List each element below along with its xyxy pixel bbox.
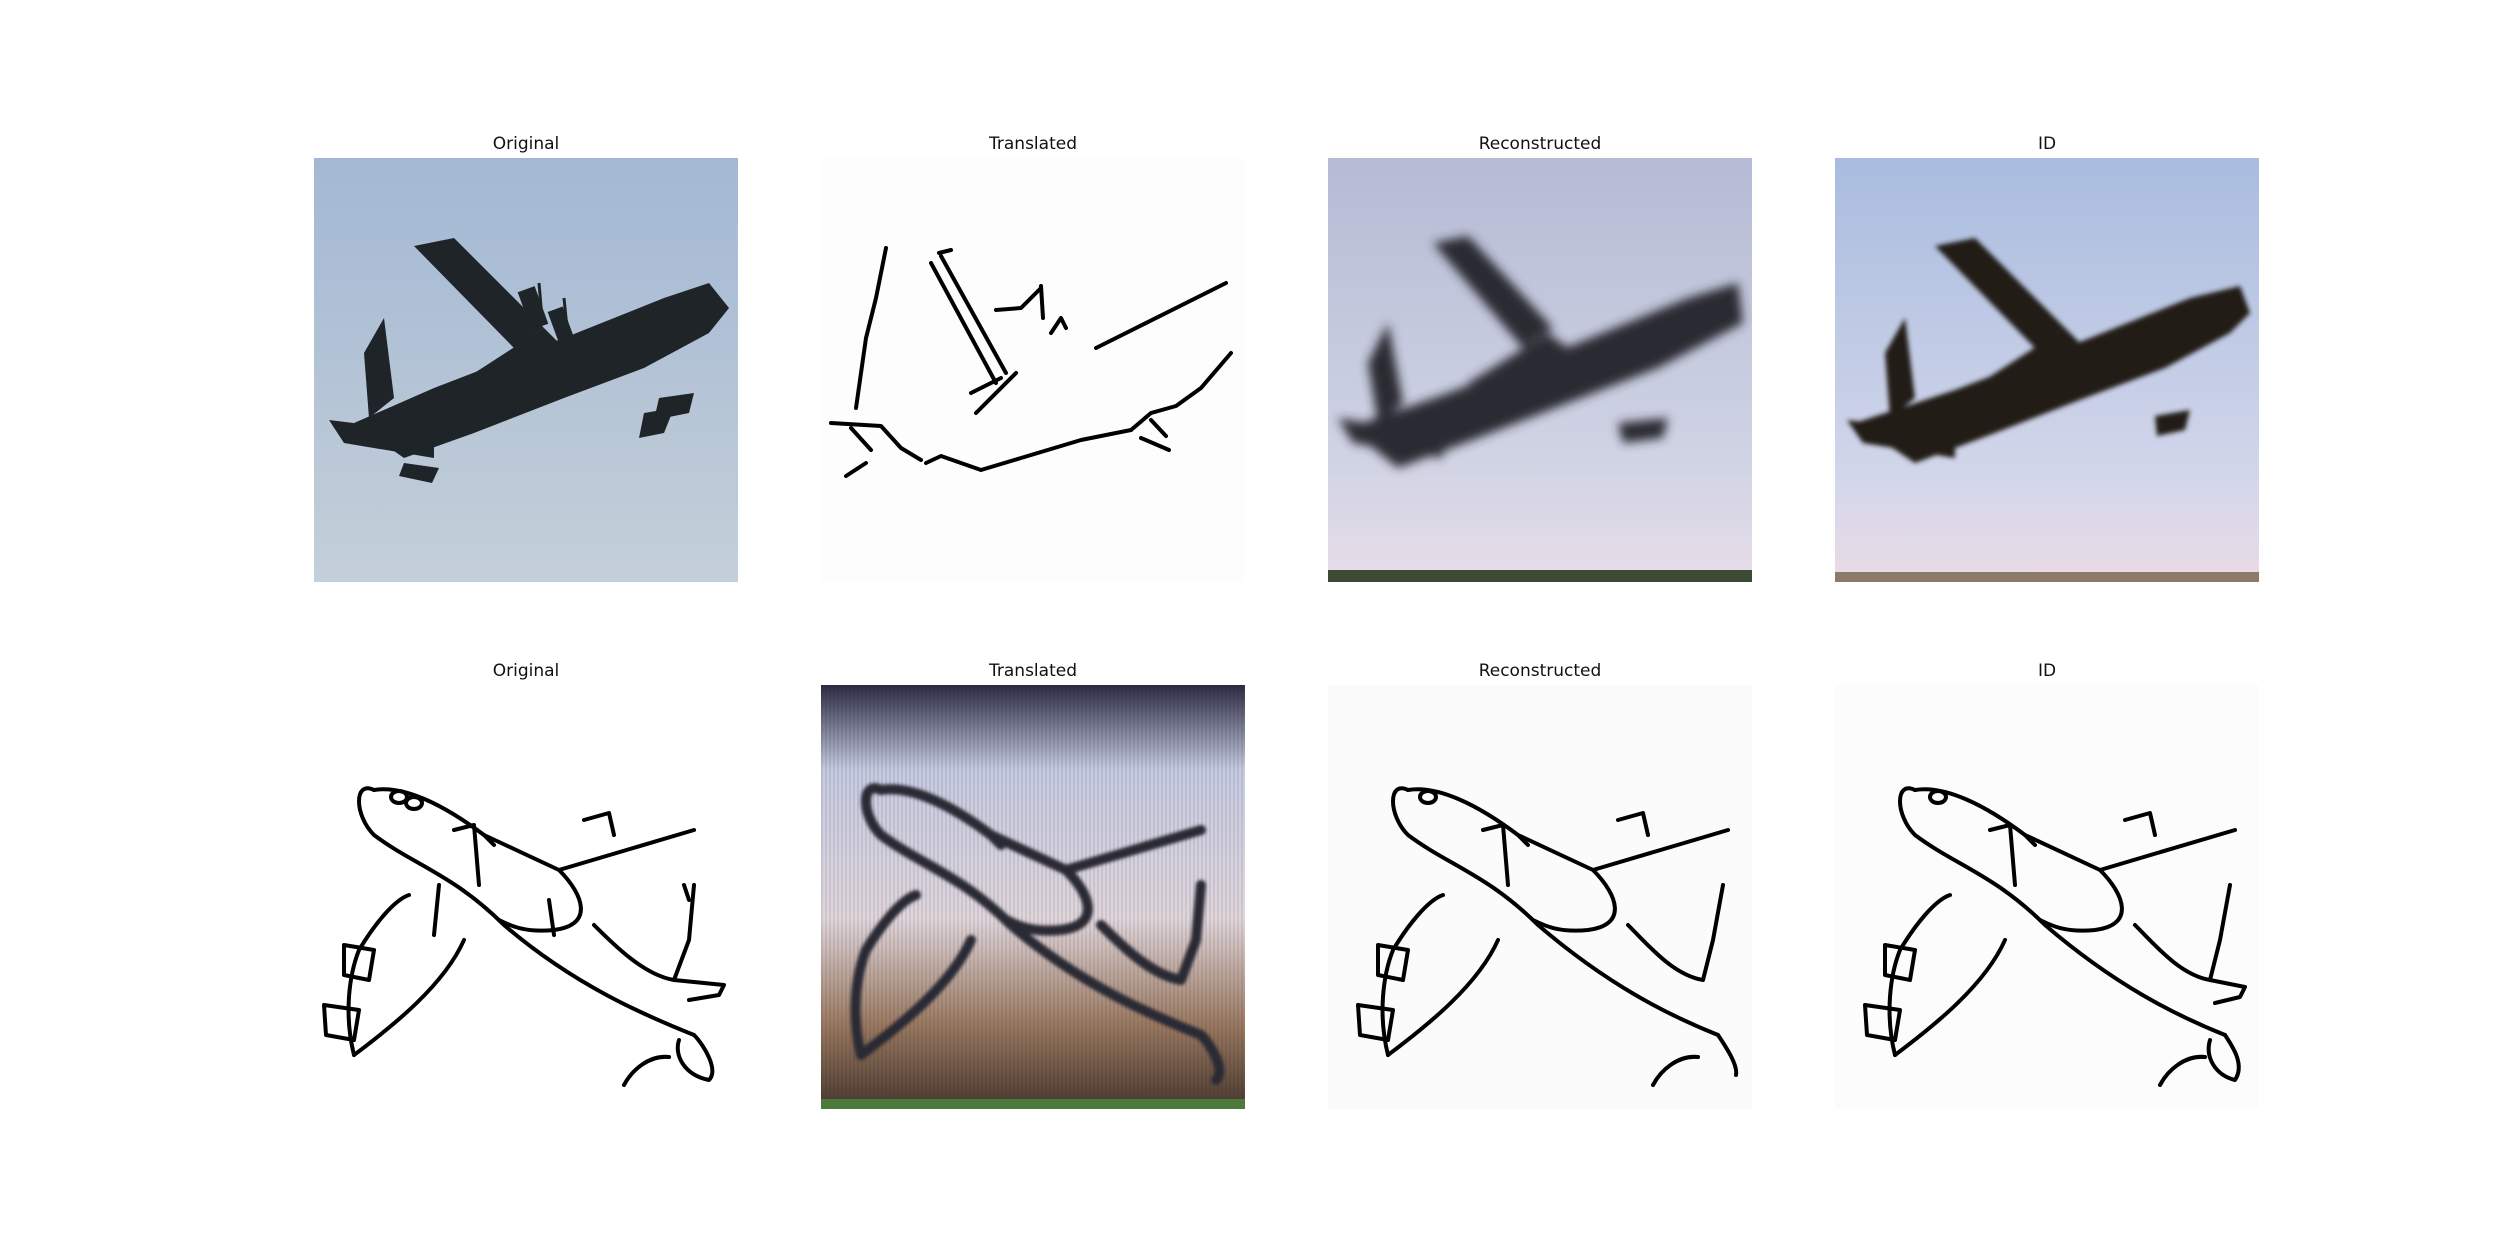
identity-plane (1847, 238, 2250, 463)
cargo-plane-silhouette (329, 238, 729, 483)
panel-title-row2-original: Original (492, 661, 560, 681)
image-row1-translated (821, 158, 1245, 582)
sketch-lines (829, 246, 1233, 478)
panel-title-row2-reconstructed: Reconstructed (1478, 661, 1602, 681)
panel-title-row2-translated: Translated (989, 661, 1077, 681)
image-row2-translated (821, 685, 1245, 1109)
image-row1-id (1835, 158, 2259, 582)
reconstructed-sketch (1356, 786, 1739, 1087)
panel-title-row1-reconstructed: Reconstructed (1478, 134, 1602, 154)
image-row2-id (1835, 685, 2259, 1109)
image-row1-original (314, 158, 738, 582)
image-row1-reconstructed (1328, 158, 1752, 582)
embossed-airliner (850, 783, 1225, 1085)
blurred-plane (1338, 236, 1743, 468)
image-row2-original (314, 685, 738, 1109)
image-row2-reconstructed (1328, 685, 1752, 1109)
panel-title-row1-translated: Translated (989, 134, 1077, 154)
panel-title-row1-original: Original (492, 134, 560, 154)
panel-title-row1-id: ID (2037, 134, 2057, 154)
airliner-sketch (322, 786, 726, 1087)
panel-title-row2-id: ID (2037, 661, 2057, 681)
identity-sketch (1863, 786, 2247, 1087)
